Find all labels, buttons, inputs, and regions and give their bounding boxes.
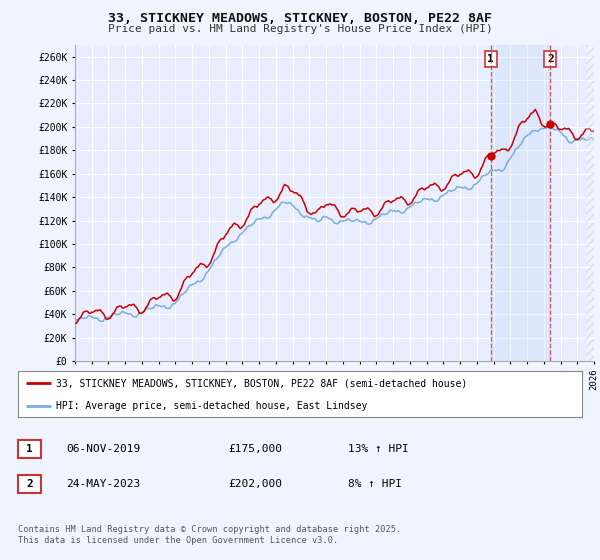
Text: 8% ↑ HPI: 8% ↑ HPI: [348, 479, 402, 489]
Text: 1: 1: [487, 54, 494, 64]
Text: 06-NOV-2019: 06-NOV-2019: [66, 444, 140, 454]
Text: £175,000: £175,000: [228, 444, 282, 454]
Text: 33, STICKNEY MEADOWS, STICKNEY, BOSTON, PE22 8AF (semi-detached house): 33, STICKNEY MEADOWS, STICKNEY, BOSTON, …: [56, 378, 467, 388]
Bar: [491, 45, 550, 361]
Text: Price paid vs. HM Land Registry's House Price Index (HPI): Price paid vs. HM Land Registry's House …: [107, 24, 493, 34]
Text: HPI: Average price, semi-detached house, East Lindsey: HPI: Average price, semi-detached house,…: [56, 400, 368, 410]
Bar: [586, 45, 594, 361]
Text: 2: 2: [547, 54, 554, 64]
Text: 33, STICKNEY MEADOWS, STICKNEY, BOSTON, PE22 8AF: 33, STICKNEY MEADOWS, STICKNEY, BOSTON, …: [108, 12, 492, 25]
Text: 24-MAY-2023: 24-MAY-2023: [66, 479, 140, 489]
Text: 2: 2: [26, 479, 33, 489]
Text: 13% ↑ HPI: 13% ↑ HPI: [348, 444, 409, 454]
Text: 1: 1: [26, 444, 33, 454]
Text: £202,000: £202,000: [228, 479, 282, 489]
Text: Contains HM Land Registry data © Crown copyright and database right 2025.
This d: Contains HM Land Registry data © Crown c…: [18, 525, 401, 545]
